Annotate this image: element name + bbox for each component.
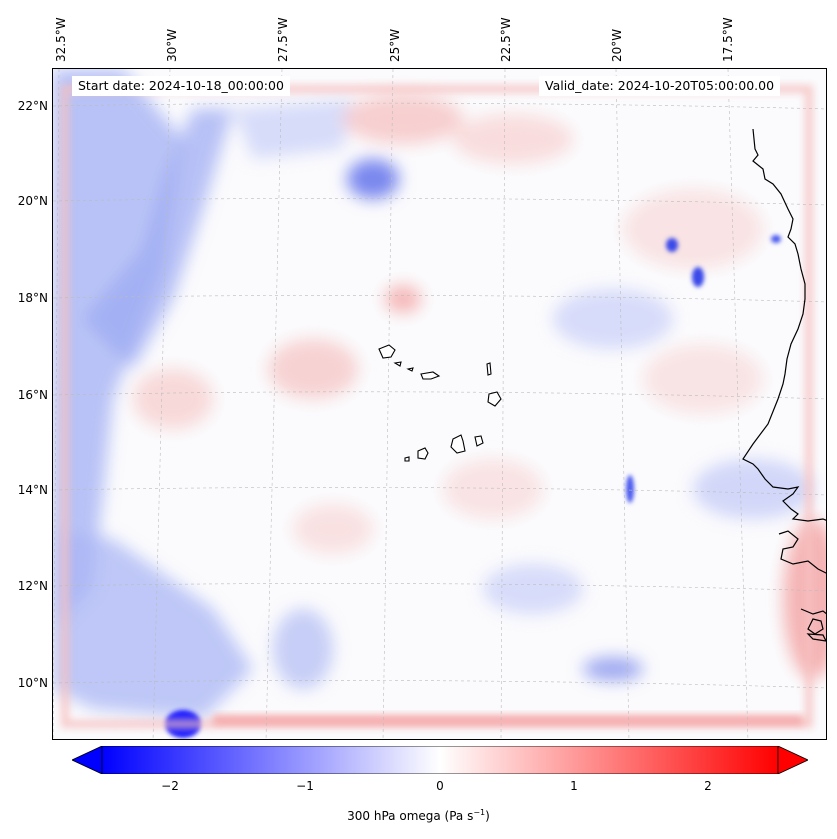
colorbar [72,746,808,774]
colorbar-tick-neg2: −2 [161,779,179,793]
valid-date-label: Valid_date: 2024-10-20T05:00:00.00 [539,76,781,96]
lon-label-20w: 20°W [610,28,624,62]
colorbar-gradient [101,746,779,774]
lat-label-12n: 12°N [17,579,48,593]
cape-verde-islands [378,344,502,462]
omega-field [53,69,826,719]
lat-label-18n: 18°N [17,291,48,305]
omega-field-map [53,69,826,739]
map-panel [52,68,827,740]
colorbar-tick-2: 2 [704,779,712,793]
lat-label-20n: 20°N [17,194,48,208]
colorbar-right-extend [777,746,808,774]
colorbar-tick-1: 1 [570,779,578,793]
lon-label-22-5w: 22.5°W [499,17,513,62]
colorbar-tick-neg1: −1 [296,779,314,793]
gridlines [53,69,826,739]
lon-label-17-5w: 17.5°W [721,17,735,62]
lat-label-16n: 16°N [17,388,48,402]
lon-label-27-5w: 27.5°W [276,17,290,62]
colorbar-label: 300 hPa omega (Pa s−1) [347,808,490,823]
africa-coast [742,128,826,522]
lat-label-22n: 22°N [17,99,48,113]
start-date-label: Start date: 2024-10-18_00:00:00 [72,76,290,96]
lon-label-32-5w: 32.5°W [54,17,68,62]
lon-label-30w: 30°W [165,28,179,62]
lon-label-25w: 25°W [388,28,402,62]
colorbar-tick-0: 0 [436,779,444,793]
lat-label-14n: 14°N [17,483,48,497]
lat-label-10n: 10°N [17,676,48,690]
colorbar-left-extend [72,746,103,774]
coastline [742,128,826,642]
